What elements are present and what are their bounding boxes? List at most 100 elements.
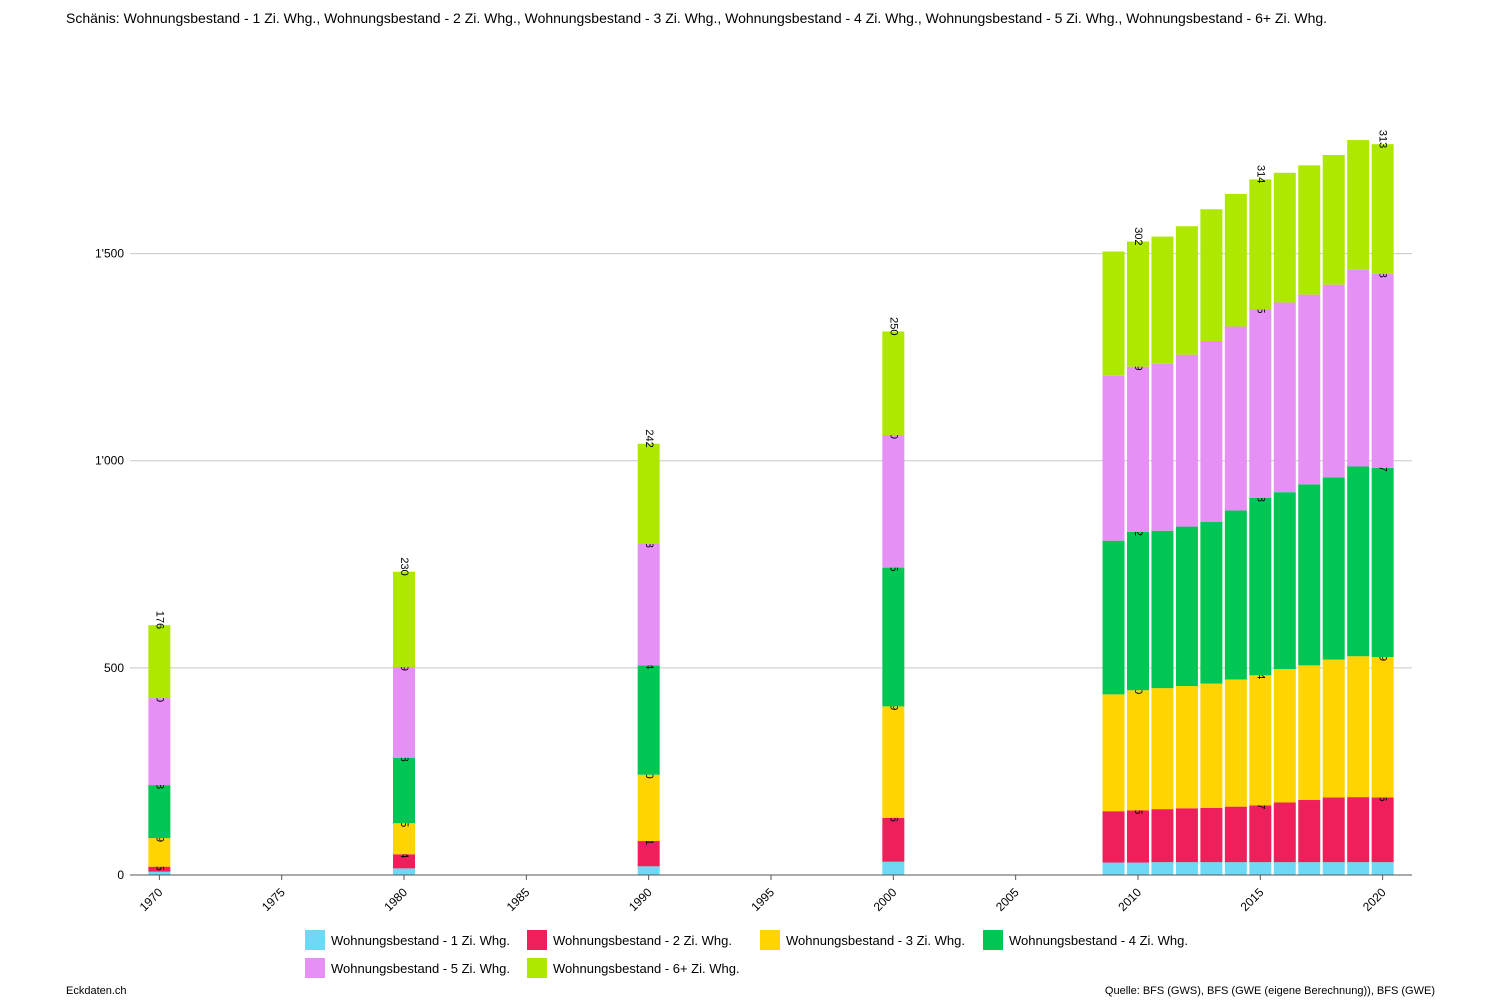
x-tick-label: 1995 xyxy=(748,885,777,914)
bar-segment xyxy=(1249,309,1272,498)
y-tick-label: 500 xyxy=(104,661,124,675)
legend-item-5-zi[interactable]: Wohnungsbestand - 5 Zi. Whg. xyxy=(305,958,510,978)
footer-source: Quelle: BFS (GWS), BFS (GWE (eigene Bere… xyxy=(1104,985,1435,997)
bar-segment xyxy=(393,868,416,875)
bar-segment xyxy=(637,774,660,842)
bar-segment xyxy=(1347,862,1370,875)
bar-segment xyxy=(148,838,171,867)
legend-label: Wohnungsbestand - 2 Zi. Whg. xyxy=(553,932,732,948)
bar-segment xyxy=(1249,498,1272,676)
data-label: 176 xyxy=(153,611,165,629)
footer-brand: Eckdaten.ch xyxy=(66,985,127,997)
bar-segment xyxy=(1102,251,1125,376)
bar-segment xyxy=(1102,694,1125,812)
bar-segment xyxy=(1273,669,1296,803)
bar-segment xyxy=(1200,522,1223,684)
bar-segment xyxy=(148,785,171,839)
bar-segment xyxy=(1151,688,1174,810)
bar-segment xyxy=(882,567,905,707)
legend-label: Wohnungsbestand - 4 Zi. Whg. xyxy=(1009,932,1188,948)
bar-segment xyxy=(1322,477,1345,660)
x-tick-label: 1990 xyxy=(626,885,655,914)
bar-segment xyxy=(1298,484,1321,666)
data-label: 5 xyxy=(153,865,165,871)
bar-segment xyxy=(1175,808,1198,863)
bar-segment xyxy=(1371,862,1394,875)
x-tick-label: 2000 xyxy=(871,885,900,914)
bar-segment xyxy=(1200,683,1223,808)
bar-segment xyxy=(1273,172,1296,303)
bar-segment xyxy=(1347,656,1370,798)
bar-segment xyxy=(393,571,416,668)
legend-swatch xyxy=(527,958,547,978)
bar-segment xyxy=(637,543,660,666)
legend-swatch xyxy=(305,958,325,978)
bar-segment xyxy=(1126,690,1149,811)
bar-segment xyxy=(1175,862,1198,875)
bar-segment xyxy=(148,698,171,786)
bar-segment xyxy=(1102,862,1125,875)
bar-segment xyxy=(1224,193,1247,327)
bar-segment xyxy=(1322,284,1345,478)
bar-segment xyxy=(1322,862,1345,875)
bar-segment xyxy=(1200,807,1223,863)
legend-item-2-zi[interactable]: Wohnungsbestand - 2 Zi. Whg. xyxy=(527,930,732,950)
bar-segment xyxy=(1102,811,1125,863)
bar-segment xyxy=(1298,862,1321,875)
y-tick-label: 1'500 xyxy=(95,247,124,261)
x-tick-label: 1980 xyxy=(381,885,410,914)
bar-segment xyxy=(393,667,416,758)
bar-segment xyxy=(1347,466,1370,657)
x-tick-label: 2020 xyxy=(1360,885,1389,914)
bar-segment xyxy=(882,331,905,436)
bar-segment xyxy=(882,706,905,818)
bar-segment xyxy=(1126,531,1149,691)
bar-segment xyxy=(1102,540,1125,695)
bar-segment xyxy=(1347,140,1370,270)
data-label: 250 xyxy=(887,317,899,335)
legend-swatch xyxy=(305,930,325,950)
bar-segment xyxy=(1347,269,1370,467)
bar-segment xyxy=(1224,862,1247,875)
bar-segment xyxy=(1200,209,1223,341)
bar-segment xyxy=(1200,862,1223,875)
bar-segment xyxy=(148,871,171,875)
bar-segment xyxy=(1126,366,1149,532)
chart-title: Schänis: Wohnungsbestand - 1 Zi. Whg., W… xyxy=(66,10,1328,26)
bar-segment xyxy=(148,625,171,699)
bar-segment xyxy=(1126,810,1149,863)
bar-segment xyxy=(1175,686,1198,809)
legend-item-1-zi[interactable]: Wohnungsbestand - 1 Zi. Whg. xyxy=(305,930,510,950)
bar-segment xyxy=(882,817,905,862)
x-tick-label: 2015 xyxy=(1238,885,1267,914)
bar-segment xyxy=(1273,492,1296,670)
bar-segment xyxy=(1298,294,1321,485)
bar-segment xyxy=(1151,809,1174,863)
legend-item-6-zi[interactable]: Wohnungsbestand - 6+ Zi. Whg. xyxy=(527,958,740,978)
bar-segment xyxy=(1175,354,1198,527)
bar-segment xyxy=(1151,862,1174,875)
data-label: 302 xyxy=(1132,227,1144,245)
x-tick-label: 2010 xyxy=(1115,885,1144,914)
bar-segment xyxy=(1249,179,1272,310)
legend-item-3-zi[interactable]: Wohnungsbestand - 3 Zi. Whg. xyxy=(760,930,965,950)
bar-segment xyxy=(1151,236,1174,364)
bar-segment xyxy=(1371,657,1394,798)
legend-swatch xyxy=(527,930,547,950)
x-tick-label: 1970 xyxy=(137,885,166,914)
bar-segment xyxy=(1249,805,1272,863)
legend-label: Wohnungsbestand - 3 Zi. Whg. xyxy=(786,932,965,948)
legend-label: Wohnungsbestand - 1 Zi. Whg. xyxy=(331,932,510,948)
bar-segment xyxy=(1347,797,1370,863)
bar-segment xyxy=(882,861,905,875)
data-label: 230 xyxy=(398,557,410,575)
bar-segment xyxy=(637,443,660,544)
bars: 5691282101763475158219230611602642932421… xyxy=(148,130,1394,875)
grid-lines xyxy=(130,253,1412,669)
bar-segment xyxy=(1102,375,1125,541)
bar-segment xyxy=(1175,226,1198,355)
bar-segment xyxy=(882,435,905,568)
bar-segment xyxy=(1371,273,1394,468)
legend-item-4-zi[interactable]: Wohnungsbestand - 4 Zi. Whg. xyxy=(983,930,1188,950)
legend-label: Wohnungsbestand - 6+ Zi. Whg. xyxy=(553,960,740,976)
